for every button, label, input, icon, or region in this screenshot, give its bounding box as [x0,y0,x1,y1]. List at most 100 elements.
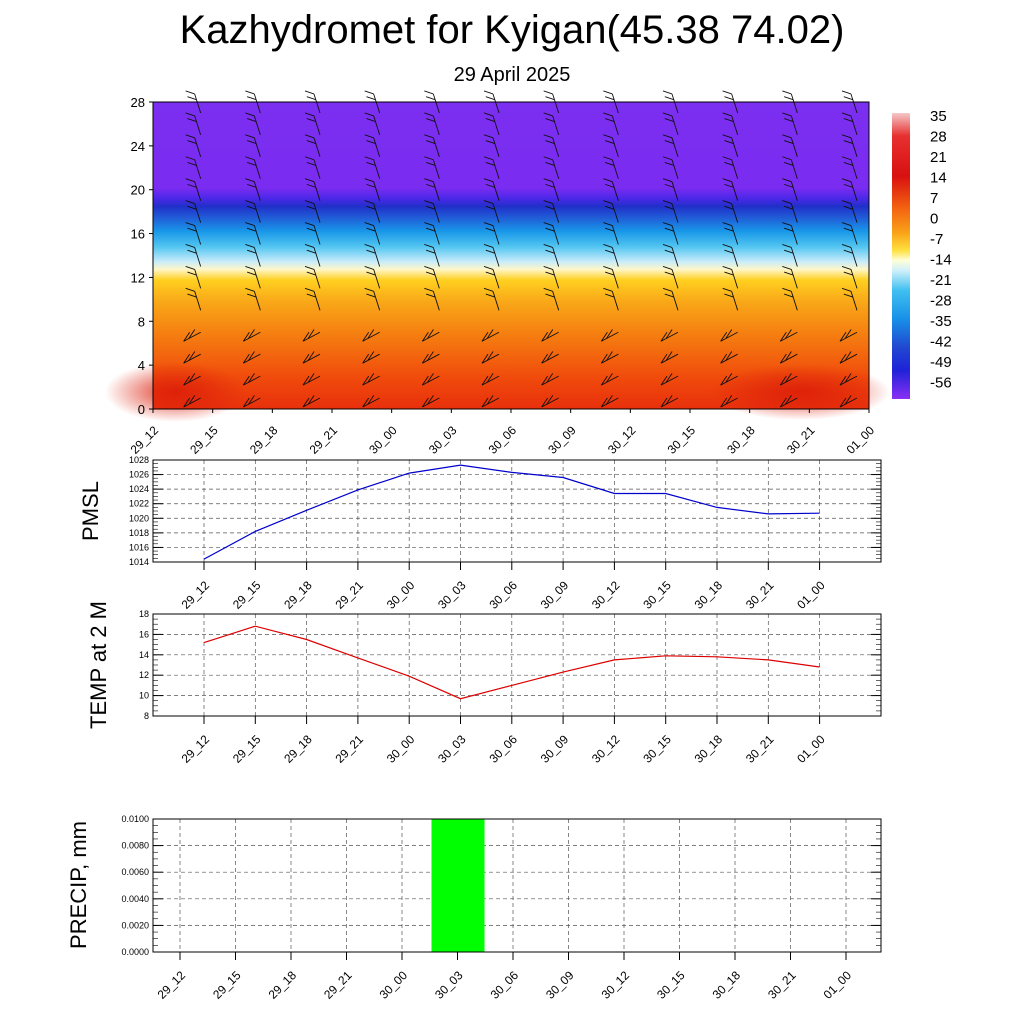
x-tick-label: 29_18 [281,578,315,612]
wind-barb [790,181,798,201]
wind-barb [432,93,440,114]
wind-barb-feather [185,156,195,161]
wind-barb-feather [606,395,613,405]
wind-barb [790,137,798,157]
wind-barb-feather [785,373,792,383]
wind-barb-feather [366,293,376,298]
wind-barb [194,137,202,157]
wind-barb-feather [486,373,494,383]
wind-barb-feather [421,332,429,342]
wind-barb-feather [367,395,375,405]
wind-barb [373,181,381,201]
wind-barb-feather [662,200,673,205]
wind-barb-feather [185,287,195,292]
wind-barb-feather [483,200,494,205]
wind-barb-feather [664,140,674,144]
y-tick-label: 0.0060 [121,867,149,877]
wind-barb-feather [364,178,374,183]
wind-barb [492,137,500,157]
wind-barb [660,353,679,364]
wind-barb-feather [242,353,250,364]
wind-barb [481,353,500,364]
wind-barb-feather [366,118,376,123]
wind-barb [373,247,381,267]
precip-axis-label: PRECIP, mm [66,821,91,949]
wind-barb-feather [662,265,673,270]
x-tick-label: 30_00 [384,732,418,766]
wind-barb [552,181,560,201]
wind-barb [481,331,500,342]
wind-barb-feather [722,244,732,248]
wind-barb-feather [725,395,733,405]
wind-barb-feather [541,332,549,342]
wind-barb-feather [302,375,310,386]
wind-barb-feather [364,200,374,205]
wind-barb [552,291,560,311]
wind-barb-feather [724,205,734,210]
wind-barb-feather [843,162,853,166]
cross-section-panel: 0 4 8 12 16 20 24 28 29_12 29_15 29_18 29_21 30_00 3… [105,90,890,457]
wind-barb-feather [606,329,613,339]
wind-barb-feather [600,375,608,386]
wind-barb-feather [485,293,495,298]
wind-barb [183,353,201,364]
wind-barb-feather [183,375,191,386]
wind-barb-feather [483,156,494,161]
x-tick-label: 30_21 [765,968,799,1002]
wind-barb-feather [304,134,315,139]
wind-barb-feather [722,178,732,183]
wind-barb-feather [841,134,852,139]
wind-barb [373,225,381,245]
wind-barb-feather [245,112,255,117]
wind-barb [552,203,560,223]
x-tick-label: 30_03 [435,732,469,766]
wind-barb-feather [720,397,728,408]
wind-barb [373,93,381,114]
wind-barb-feather [664,96,674,101]
wind-barb-feather [843,118,853,123]
y-tick-label: 1014 [129,557,149,567]
colorbar-label: -14 [930,252,952,269]
wind-barb-feather [546,395,554,405]
wind-barb-feather [421,375,429,386]
wind-barb-feather [485,96,495,101]
wind-barb [601,375,619,386]
x-tick-label: 30_18 [724,423,758,457]
x-tick-label: 29_15 [230,732,264,766]
x-tick-label: 29_21 [333,732,367,766]
x-tick-label: 30_06 [486,578,520,612]
wind-barb-feather [248,351,255,361]
wind-barb-feather [485,249,495,254]
wind-barb-feather [245,134,255,139]
wind-barb-feather [664,293,674,298]
wind-barb [790,159,798,179]
wind-barb-feather [185,90,195,95]
wind-barb [611,93,619,114]
wind-barb-feather [183,353,191,364]
wind-barb [422,397,440,408]
wind-barb-feather [485,140,495,144]
precip-panel: 0.0100 0.0080 0.0060 0.0040 0.0020 0.0000 29_1… [66,814,882,1002]
wind-barb [313,181,321,201]
wind-barb-feather [485,227,495,232]
wind-barb [313,269,321,289]
colorbar-label: 21 [930,149,947,166]
wind-barb-feather [603,265,613,270]
colorbar-label: 0 [930,211,938,228]
wind-barb-feather [604,205,615,210]
wind-barb-feather [724,96,734,101]
wind-barb-feather [841,287,852,292]
wind-barb-feather [185,222,195,226]
wind-barb-feather [600,353,608,364]
wind-barb-feather [304,287,315,292]
x-tick-label: 01_00 [794,578,828,612]
wind-barb [671,115,679,136]
wind-barb-feather [481,375,489,386]
x-tick-label: 30_15 [640,732,674,766]
wind-barb-feather [782,90,792,95]
wind-barb-feather [427,351,434,361]
wind-barb-feather [366,183,376,188]
wind-barb-feather [242,375,250,386]
wind-barb-feather [187,96,197,101]
wind-barb [362,397,380,408]
